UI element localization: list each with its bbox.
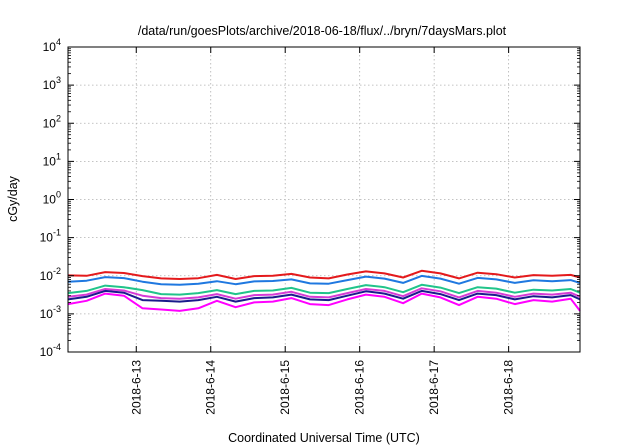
y-tick-label: 10-2 [40,266,61,283]
series-line-2 [67,274,581,286]
x-axis-label: Coordinated Universal Time (UTC) [228,431,420,445]
series-line-6 [67,292,581,312]
y-tick-label: 10-1 [40,228,61,245]
y-axis-label: cGy/day [6,175,20,222]
series-line-5 [67,289,581,303]
y-tick-label: 10-3 [40,304,61,321]
y-tick-label: 100 [43,190,61,207]
x-axis: 2018-6-13 2018-6-14 2018-6-15 2018-6-16 2018… [129,47,516,415]
grid [68,47,580,352]
y-tick-label: 102 [43,113,61,130]
x-tick-label: 2018-6-17 [427,360,441,415]
y-tick-label: 103 [43,75,61,92]
x-tick-label: 2018-6-13 [129,360,143,415]
x-tick-label: 2018-6-16 [353,360,367,415]
chart-title: /data/run/goesPlots/archive/2018-06-18/f… [138,24,507,38]
series-line-4 [67,287,581,300]
x-tick-label: 2018-6-18 [502,360,516,415]
series-line-1 [67,269,581,280]
x-tick-label: 2018-6-15 [278,360,292,415]
series-group [67,269,581,312]
y-tick-label: 10-4 [40,342,61,359]
y-tick-label: 101 [43,151,61,168]
x-tick-label: 2018-6-14 [204,360,218,415]
series-line-3 [67,283,581,296]
y-tick-label: 104 [43,37,61,54]
